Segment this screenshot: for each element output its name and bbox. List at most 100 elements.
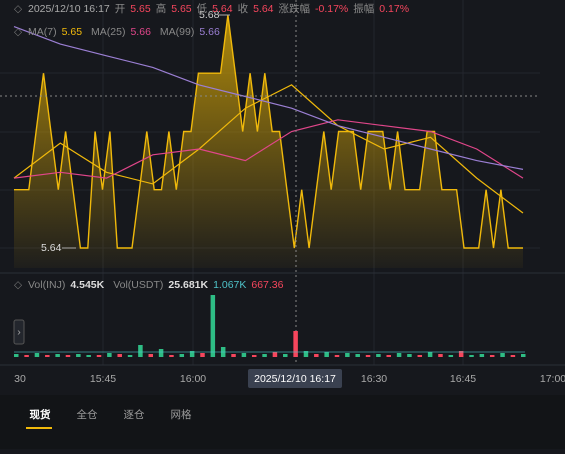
- volume-bar: [210, 295, 216, 357]
- high-label: 5.68: [199, 9, 220, 21]
- info-high: 5.65: [171, 3, 192, 15]
- volume-bar: [417, 355, 423, 357]
- tab[interactable]: 现货: [30, 408, 51, 421]
- volume-bar: [479, 354, 485, 357]
- volume-bar: [334, 355, 340, 357]
- tab[interactable]: 逐仓: [124, 408, 145, 421]
- vol-value: 667.36: [251, 279, 283, 291]
- volume-bar: [458, 351, 464, 357]
- ma-name: MA(25): [91, 26, 125, 38]
- volume-bar: [500, 353, 505, 357]
- tab-bar: [0, 395, 565, 449]
- volume-bar: [355, 354, 360, 357]
- info-change: -0.17%: [315, 3, 348, 15]
- volume-bar: [55, 354, 60, 357]
- volume-bar: [117, 354, 122, 357]
- x-axis-label: 30: [14, 373, 26, 385]
- volume-bar: [293, 331, 298, 357]
- ma-name: MA(99): [160, 26, 194, 38]
- volume-bar: [376, 354, 381, 357]
- ohlc-info: 2025/12/10 16:17 开 5.65 高 5.65 低 5.64 收 5.64 涨跌幅 -…: [28, 2, 409, 15]
- info-high-label: 高: [156, 2, 167, 15]
- info-low-label: 低: [197, 2, 208, 15]
- volume-bar: [200, 353, 205, 357]
- volume-bar: [448, 355, 454, 357]
- volume-bar: [24, 355, 29, 357]
- volume-bar: [86, 355, 91, 357]
- info-close-label: 收: [238, 2, 249, 15]
- active-tab-indicator: [26, 427, 52, 429]
- ma-line: [13, 26, 524, 170]
- x-axis-label: 16:00: [180, 373, 206, 385]
- ma-name: MA(7): [28, 26, 57, 38]
- volume-bar: [148, 354, 154, 357]
- info-close: 5.64: [253, 3, 274, 15]
- info-open-label: 开: [115, 3, 126, 15]
- x-axis-label: 17:00: [540, 373, 565, 385]
- volume-bar: [396, 353, 402, 357]
- volume-bar: [272, 352, 278, 357]
- ma-legend: MA(7) 5.65 MA(25) 5.66 MA(99) 5.66: [28, 26, 220, 38]
- volume-bar: [365, 355, 371, 357]
- info-open: 5.65: [130, 3, 151, 15]
- info-datetime: 2025/12/10 16:17: [28, 3, 110, 15]
- volume-bar: [34, 353, 40, 357]
- expand-button[interactable]: [13, 319, 25, 345]
- volume-bar: [231, 354, 236, 357]
- tab[interactable]: 网格: [171, 408, 192, 421]
- info-change-label: 涨跌幅: [279, 2, 311, 15]
- crosshair-time-box: [248, 369, 342, 388]
- volume-bar: [510, 355, 516, 357]
- info-amp-label: 振幅: [353, 2, 374, 15]
- volume-legend: Vol(INJ) 4.545K Vol(USDT) 25.681K 1.067K 667.…: [28, 279, 284, 291]
- volume-bar: [303, 351, 309, 357]
- info-amp: 0.17%: [379, 3, 409, 15]
- volume-bar: [96, 355, 102, 357]
- volume-bar: [489, 355, 495, 357]
- expand-icon: ›: [17, 326, 21, 338]
- volume-bar: [407, 354, 412, 357]
- ma-value: 5.66: [199, 26, 220, 38]
- ma-value: 5.66: [130, 26, 151, 38]
- volume-bar: [251, 355, 257, 357]
- volume-bar: [138, 345, 143, 357]
- volume-bar: [107, 353, 112, 357]
- volume-bar: [386, 355, 391, 357]
- icon: ◇: [14, 279, 23, 291]
- vol-value: 4.545K: [70, 279, 104, 291]
- price-area: [14, 15, 523, 268]
- icon: ◇: [14, 3, 23, 15]
- vol-name: Vol(USDT): [113, 279, 163, 291]
- volume-bar: [427, 352, 433, 357]
- tab[interactable]: 全仓: [77, 408, 98, 421]
- volume-bar: [76, 354, 81, 357]
- volume-bar: [324, 352, 329, 357]
- vol-name: Vol(INJ): [28, 279, 65, 291]
- volume-bar: [314, 354, 319, 357]
- vol-value: 1.067K: [213, 279, 246, 291]
- x-axis-label: 15:45: [90, 373, 116, 385]
- x-axis-label: 16:30: [361, 373, 387, 385]
- ma-value: 5.65: [62, 26, 83, 38]
- volume-bar: [65, 355, 71, 357]
- volume-bar: [179, 354, 185, 357]
- volume-bar: [189, 351, 195, 357]
- volume-bar: [169, 355, 174, 357]
- volume-bar: [241, 353, 247, 357]
- icon: ◇: [14, 26, 23, 38]
- volume-bar: [127, 355, 133, 357]
- volume-bar: [438, 354, 443, 357]
- volume-bar: [345, 353, 350, 357]
- volume-bar: [262, 354, 267, 357]
- volume-bar: [521, 354, 526, 357]
- vol-value: 25.681K: [168, 279, 208, 291]
- ma-line: [13, 84, 524, 214]
- info-low: 5.64: [212, 3, 233, 15]
- x-axis-label: 2025/12/10 16:17: [254, 373, 336, 385]
- x-axis-label: 16:45: [450, 373, 476, 385]
- volume-bar: [469, 355, 474, 357]
- ma-line: [13, 119, 524, 179]
- low-label: 5.64: [41, 242, 62, 254]
